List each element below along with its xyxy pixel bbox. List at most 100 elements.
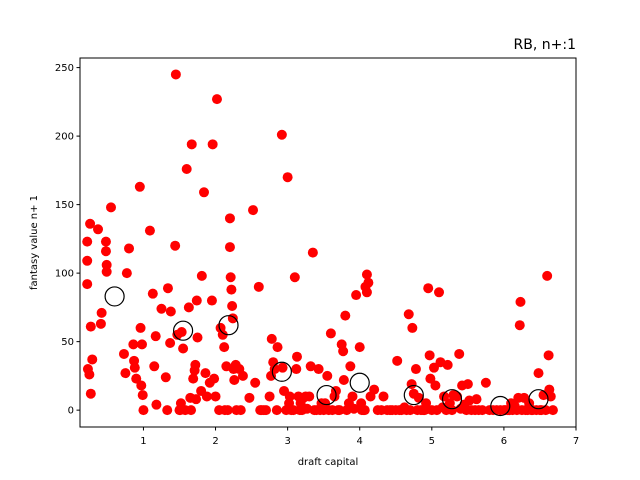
data-point [85,218,96,229]
data-point [176,327,187,338]
data-point [235,405,246,416]
data-point [480,377,491,388]
data-point [186,139,197,150]
axes-frame [79,57,577,428]
data-point [442,359,453,370]
data-point [514,320,525,331]
data-point [322,370,333,381]
data-point [248,205,259,216]
data-point [209,373,220,384]
y-tick-label: 0 [68,406,74,417]
data-point [305,361,316,372]
data-point [162,283,173,294]
data-point [361,287,372,298]
data-point [304,391,315,402]
data-point [334,405,345,416]
data-point [477,405,488,416]
chart-title: RB, n+:1 [514,37,576,53]
bin-mean-marker [349,372,370,393]
data-point [392,355,403,366]
data-point [170,240,181,251]
data-point [340,310,351,321]
data-point [106,202,116,213]
data-point [471,394,482,405]
data-point [405,405,416,416]
bin-mean-marker [172,320,194,341]
data-point [82,236,93,247]
data-point [338,346,349,357]
data-point [226,284,237,295]
data-point [462,379,473,390]
data-point [170,69,181,80]
data-point [156,303,167,314]
data-point [434,287,445,298]
data-point [276,129,287,140]
data-point [188,373,199,384]
data-point [229,375,240,386]
data-point [421,398,432,409]
data-point [144,225,155,236]
data-point [425,373,436,384]
data-point [272,342,283,353]
data-point [135,322,146,333]
data-point [84,369,95,380]
data-point [138,405,149,416]
data-point [137,390,148,401]
data-point [345,361,356,372]
x-tick-label: 4 [357,436,363,447]
data-point [423,283,434,294]
bin-mean-marker [528,389,549,410]
data-point [118,348,129,359]
y-tick-label: 50 [61,337,74,348]
data-point [307,247,318,258]
x-tick-label: 5 [429,436,435,447]
data-point [183,302,194,313]
data-point [211,94,222,105]
data-point [101,259,112,270]
data-point [244,392,255,403]
data-point [282,172,293,183]
data-point [190,359,201,370]
x-tick-label: 7 [573,436,579,447]
data-point [347,391,358,402]
data-point [237,370,248,381]
data-point [82,255,93,266]
y-tick-label: 150 [55,200,74,211]
data-point [210,391,221,402]
data-point [151,399,162,410]
data-point [439,391,450,402]
data-point [121,268,132,279]
data-point [407,322,418,333]
data-point [369,384,380,395]
data-point [224,213,235,224]
data-point [271,405,282,416]
data-point [128,339,139,350]
data-point [284,391,295,402]
x-axis-label: draft capital [298,457,359,468]
data-point [253,281,264,292]
data-point [542,270,553,281]
data-point [222,405,233,416]
data-point [543,350,554,361]
data-point [129,362,140,373]
data-point [149,361,160,372]
data-point [124,243,135,254]
bin-mean-marker [441,389,463,410]
data-point [403,309,414,320]
data-point [363,277,374,288]
data-point [515,296,526,307]
data-point [264,391,275,402]
data-point [192,332,203,343]
data-point [178,343,189,354]
data-point [201,391,212,402]
data-point [101,266,112,277]
data-point [147,288,158,299]
data-point [533,368,544,379]
data-point [292,351,302,362]
data-point [150,331,161,342]
data-point [95,318,106,329]
data-point [224,242,235,253]
data-point [87,354,98,365]
data-point [134,181,145,192]
